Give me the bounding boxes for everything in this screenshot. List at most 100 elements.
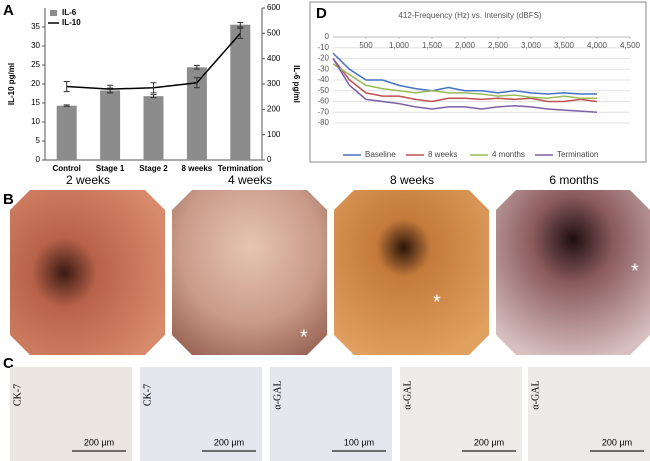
- y-tick-label: 0: [325, 32, 330, 41]
- photo: [10, 190, 165, 355]
- y-tick-label: 0: [36, 155, 41, 164]
- chart-title: 412-Frequency (Hz) vs. Intensity (dBFS): [398, 11, 541, 20]
- panel-label: A: [3, 2, 14, 19]
- x-tick-label: Control: [52, 164, 80, 173]
- line: [332, 52, 597, 95]
- error-bar: [193, 64, 200, 70]
- stain-label: CK-7: [142, 384, 153, 406]
- y2-axis-label: IL-6 pg/ml: [292, 65, 301, 103]
- x-tick-label: Stage 2: [139, 164, 168, 173]
- y2-tick-label: 300: [267, 79, 281, 88]
- y-tick-label: -80: [317, 118, 329, 127]
- legend-label: 8 weeks: [428, 150, 457, 159]
- panel-label: C: [3, 355, 14, 372]
- scale-label: 200 µm: [214, 437, 244, 447]
- x-tick-label: 2,500: [488, 41, 509, 50]
- error-bar: [150, 94, 157, 99]
- line: [332, 63, 597, 100]
- legend-label: IL-6: [62, 8, 77, 17]
- error-bar: [63, 104, 70, 107]
- y-tick-label: -10: [317, 43, 329, 52]
- line: [332, 58, 598, 103]
- x-tick-label: 8 weeks: [182, 164, 213, 173]
- photo: [334, 190, 489, 355]
- scale-label: 100 µm: [344, 437, 374, 447]
- scale-label: 200 µm: [474, 437, 504, 447]
- stain-label: α-GAL: [530, 380, 541, 409]
- micrographs: CK-7 200 µm CK-7 200 µm α-GAL 100 µm α-GAL 200 …: [10, 367, 650, 461]
- x-tick-label: 4,500: [620, 41, 641, 50]
- y-tick-label: -40: [317, 75, 329, 84]
- micrograph: [528, 367, 650, 461]
- y-tick-label: 25: [31, 60, 40, 69]
- error-bar: [107, 84, 114, 94]
- legend-label: IL-10: [62, 18, 81, 27]
- y-tick-label: -50: [317, 86, 329, 95]
- line: [332, 58, 598, 113]
- photo: [172, 190, 327, 355]
- asterisk: *: [433, 291, 441, 313]
- y2-tick-label: 0: [267, 155, 272, 164]
- y2-tick-label: 400: [267, 54, 281, 63]
- y-tick-label: 20: [31, 79, 40, 88]
- x-tick-label: 1,000: [389, 41, 410, 50]
- y2-tick-label: 200: [267, 104, 281, 113]
- bar: [100, 90, 121, 160]
- stain-label: α-GAL: [402, 380, 413, 409]
- panel-label: B: [3, 191, 14, 208]
- line: [66, 32, 241, 90]
- bar: [230, 24, 251, 160]
- micrograph: [140, 367, 262, 461]
- legend-label: Baseline: [365, 150, 396, 159]
- error-bar: [237, 27, 244, 39]
- micrograph: [10, 367, 132, 461]
- micrograph: [400, 367, 522, 461]
- chart-d: 412-Frequency (Hz) vs. Intensity (dBFS) 0…: [317, 11, 640, 159]
- bar: [143, 96, 164, 160]
- error-bar: [63, 80, 70, 93]
- y-tick-label: -30: [317, 64, 329, 73]
- legend-label: Termination: [557, 150, 598, 159]
- error-bar: [150, 82, 157, 94]
- photo-title: 2 weeks: [66, 173, 110, 187]
- error-bar: [237, 21, 244, 28]
- x-tick-label: Termination: [218, 164, 263, 173]
- bar: [56, 105, 77, 160]
- photo-title: 6 months: [549, 173, 598, 187]
- stain-label: CK-7: [12, 384, 23, 406]
- photos: 2 weeks 4 weeks 8 weeks 6 months * * *: [10, 173, 650, 355]
- scale-label: 200 µm: [84, 437, 114, 447]
- y-tick-label: -20: [317, 54, 329, 63]
- bar: [186, 67, 207, 160]
- y-tick-label: 35: [31, 22, 40, 31]
- y-tick-label: 10: [31, 117, 40, 126]
- asterisk: *: [631, 260, 639, 282]
- x-tick-label: 3,500: [554, 41, 575, 50]
- photo-title: 4 weeks: [228, 173, 272, 187]
- x-tick-label: 4,000: [587, 41, 608, 50]
- x-tick-label: 500: [359, 41, 373, 50]
- photo-title: 8 weeks: [390, 173, 434, 187]
- y2-tick-label: 500: [267, 28, 281, 37]
- x-tick-label: Stage 1: [96, 164, 125, 173]
- chart-a: 0 5 10 15 20 25 30 35 0 100 200 300 400 500 600 IL-10 p…: [7, 3, 301, 173]
- x-tick-label: 2,000: [455, 41, 476, 50]
- y2-tick-label: 100: [267, 130, 281, 139]
- stain-label: α-GAL: [272, 380, 283, 409]
- legend-swatch: [50, 10, 57, 16]
- y-tick-label: 15: [31, 98, 40, 107]
- asterisk: *: [300, 326, 308, 348]
- x-tick-label: 1,500: [422, 41, 443, 50]
- photo: [496, 190, 650, 355]
- y-axis-label: IL-10 pg/ml: [7, 63, 16, 105]
- y-tick-label: -70: [317, 107, 329, 116]
- y-tick-label: -60: [317, 97, 329, 106]
- panel-label: D: [316, 5, 327, 22]
- y2-tick-label: 600: [267, 3, 281, 12]
- y-tick-label: 5: [36, 136, 41, 145]
- legend-label: 4 months: [492, 150, 525, 159]
- error-bar: [193, 77, 200, 89]
- micrograph: [270, 367, 392, 461]
- chart-frame: [309, 1, 647, 163]
